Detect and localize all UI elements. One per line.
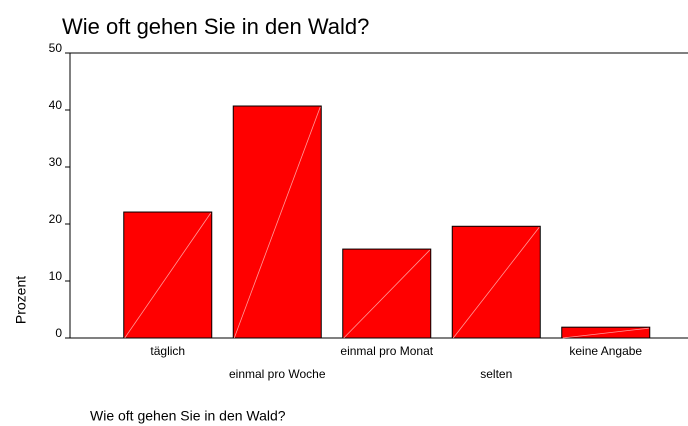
x-tick-label: täglich (150, 344, 185, 358)
y-tick-label: 40 (49, 98, 63, 112)
y-tick-label: 10 (49, 269, 63, 283)
y-axis-label: Prozent (13, 276, 29, 324)
bar-shading (562, 327, 649, 339)
bar-shading (233, 106, 321, 339)
x-tick-label: einmal pro Woche (229, 367, 326, 381)
bar-shading (452, 227, 540, 339)
y-tick-label: 20 (49, 212, 63, 226)
bar-shading (343, 249, 431, 339)
y-tick-label: 50 (49, 41, 63, 55)
chart-title: Wie oft gehen Sie in den Wald? (62, 14, 369, 39)
y-tick-label: 30 (49, 155, 63, 169)
bar-shading (124, 212, 212, 339)
y-tick-label: 0 (55, 326, 62, 340)
bar (561, 326, 651, 339)
x-tick-label: keine Angabe (569, 344, 642, 358)
x-tick-label: selten (480, 367, 512, 381)
x-axis-label: Wie oft gehen Sie in den Wald? (90, 408, 286, 424)
x-tick-label: einmal pro Monat (340, 344, 433, 358)
